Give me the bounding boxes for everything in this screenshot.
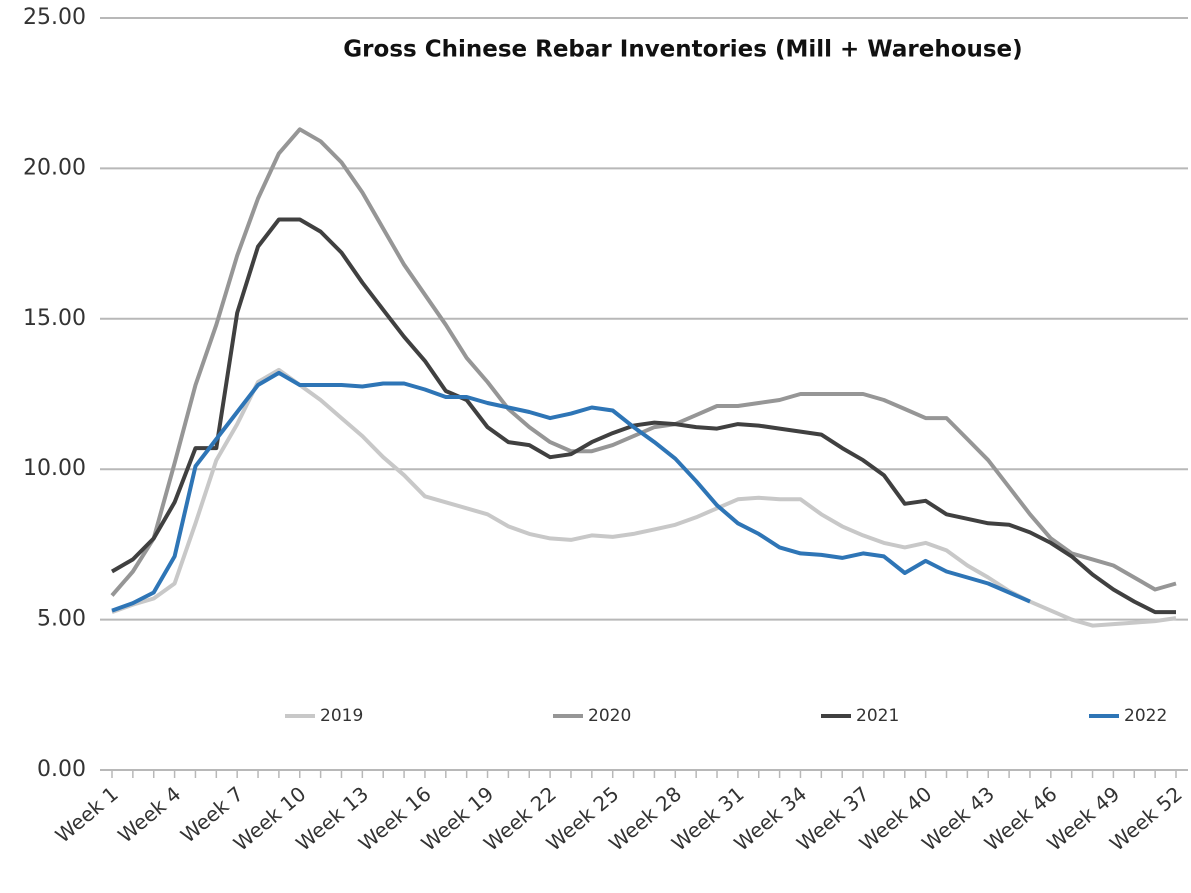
legend-label: 2022 (1124, 706, 1167, 726)
series-line (110, 217, 1176, 615)
y-tick-label: 15.00 (23, 306, 86, 331)
y-tick-label: 0.00 (37, 757, 86, 782)
legend-label: 2019 (320, 706, 363, 726)
y-tick-label: 10.00 (23, 456, 86, 481)
x-tick-label: Week 1 (51, 782, 123, 848)
y-tick-label: 5.00 (37, 607, 86, 632)
y-tick-label: 20.00 (23, 155, 86, 180)
series-line (110, 127, 1177, 597)
legend-label: 2020 (588, 706, 631, 726)
y-tick-label: 25.00 (23, 5, 86, 30)
x-tick-label: Week 4 (113, 782, 185, 848)
series-line (111, 370, 1031, 613)
chart-title: Gross Chinese Rebar Inventories (Mill + … (343, 37, 1022, 63)
legend-label: 2021 (856, 706, 899, 726)
